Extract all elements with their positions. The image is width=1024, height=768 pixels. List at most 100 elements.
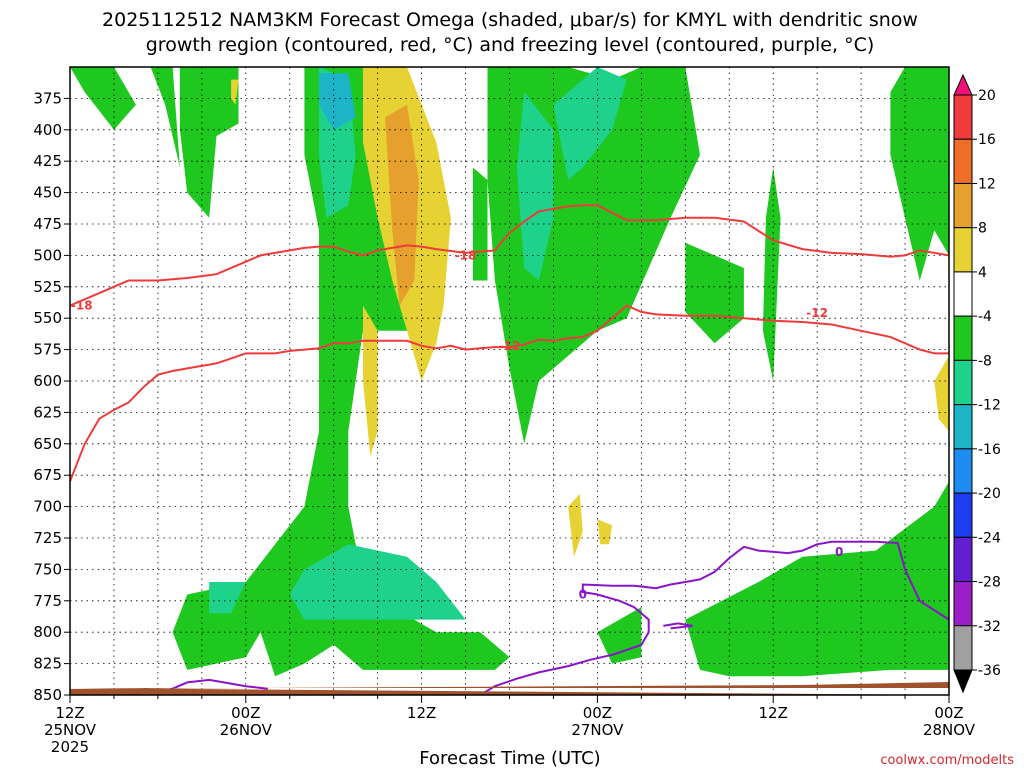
y-tick-label-625: 625 [33, 403, 62, 421]
x-tick-label-12-line-2: 26NOV [220, 721, 273, 739]
x-axis-title: Forecast Time (UTC) [419, 748, 600, 768]
colorbar-label-4: 4 [978, 265, 987, 281]
y-tick-label-475: 475 [33, 215, 62, 233]
y-tick-label-450: 450 [33, 184, 62, 202]
colorbar-label-7: -12 [978, 398, 1001, 414]
chart-title: 2025112512 NAM3KM Forecast Omega (shaded… [102, 9, 918, 56]
ground-fill [70, 682, 949, 695]
contour-0-seg-0 [70, 204, 949, 307]
omega-region-0-8 [890, 67, 949, 281]
omega-region-0-3 [172, 67, 510, 677]
y-tick-label-850: 850 [33, 686, 62, 704]
omega-region-0-1 [150, 67, 180, 168]
colorbar-label-10: -24 [978, 530, 1001, 546]
y-tick-label-375: 375 [33, 89, 62, 107]
colorbar-box-10 [953, 536, 973, 583]
colorbar-label-1: 16 [978, 132, 996, 148]
colorbar-box-6 [953, 359, 973, 406]
omega-region-0-9 [597, 607, 642, 664]
colorbar-box-5 [953, 315, 973, 361]
omega-region-3-4 [597, 519, 613, 545]
contour-label-0-1: -18 [71, 299, 93, 313]
colorbar-box-12 [953, 625, 973, 671]
y-tick-label-600: 600 [33, 372, 62, 390]
colorbar-label-6: -8 [978, 353, 992, 369]
omega-region-1-2 [553, 67, 627, 180]
contour-label-1-1: -12 [806, 306, 828, 320]
contour-2-seg-2 [663, 622, 693, 630]
x-tick-label-36-line-1: 00Z [583, 704, 612, 722]
omega-region-4-0 [385, 104, 419, 306]
colorbar-top-arrow [953, 73, 973, 96]
x-tick-label-24-line-1: 12Z [407, 704, 436, 722]
colorbar-box-4 [953, 271, 973, 317]
omega-region-0-2 [179, 67, 239, 218]
x-tick-label-0-line-3: 2025 [51, 738, 89, 756]
colorbar-label-2: 12 [978, 176, 996, 192]
y-tick-label-675: 675 [33, 466, 62, 484]
omega-region-3-1 [363, 305, 378, 457]
chart-title-line-1: 2025112512 NAM3KM Forecast Omega (shaded… [102, 9, 918, 31]
chart-title-line-2: growth region (contoured, red, °C) and f… [146, 34, 875, 56]
omega-region-0-6 [685, 242, 744, 344]
y-tick-label-650: 650 [33, 435, 62, 453]
contour-1-seg-0 [70, 304, 949, 482]
y-tick-label-500: 500 [33, 246, 62, 264]
colorbar: 20 16 12 8 4 -4 -8 -12 -16 -20 -24 -28 -32 -36 [953, 73, 1001, 694]
colorbar-box-7 [953, 404, 973, 450]
colorbar-label-9: -20 [978, 486, 1001, 502]
omega-region-1-1 [516, 92, 554, 281]
colorbar-box-1 [953, 138, 973, 184]
contour-2-seg-1 [479, 540, 949, 695]
omega-region-3-5 [934, 355, 949, 432]
y-tick-label-725: 725 [33, 529, 62, 547]
y-tick-label-400: 400 [33, 121, 62, 139]
y-tick-label-525: 525 [33, 278, 62, 296]
x-tick-label-60-line-2: 28NOV [923, 721, 976, 739]
ground-terrain [70, 682, 949, 695]
colorbar-label-5: -4 [978, 309, 992, 325]
omega-region-0-0 [70, 67, 136, 130]
colorbar-box-3 [953, 227, 973, 273]
colorbar-box-11 [953, 581, 973, 627]
colorbar-bottom-arrow [953, 669, 973, 694]
colorbar-box-8 [953, 448, 973, 494]
gridlines [70, 67, 949, 696]
omega-region-3-3 [568, 494, 583, 557]
y-tick-label-550: 550 [33, 309, 62, 327]
colorbar-label-11: -28 [978, 575, 1001, 591]
contour-lines: -18 -18 -12 -12 0 0 [70, 204, 949, 695]
contour-label-2-0: 0 [579, 588, 587, 602]
y-tick-label-700: 700 [33, 498, 62, 516]
contour-label-0-0: -18 [455, 248, 477, 262]
colorbar-box-9 [953, 492, 973, 538]
y-axis: 375 400 425 450 475 500 525 550 575 600 625 650 675 7… [33, 89, 70, 704]
x-tick-label-60-line-1: 00Z [934, 704, 963, 722]
omega-region-1-4 [209, 582, 246, 614]
colorbar-label-13: -36 [978, 663, 1001, 679]
x-tick-label-36-line-2: 27NOV [571, 721, 624, 739]
x-tick-label-12-line-1: 00Z [231, 704, 260, 722]
colorbar-box-2 [953, 182, 973, 229]
colorbar-box-0 [953, 94, 973, 140]
x-tick-label-48-line-1: 12Z [759, 704, 788, 722]
omega-region-0-7 [762, 167, 781, 381]
contour-label-1-0: -12 [499, 339, 521, 353]
omega-region-2-0 [319, 73, 356, 130]
omega-region-0-4 [472, 167, 488, 281]
colorbar-label-3: 8 [978, 221, 987, 237]
y-tick-label-750: 750 [33, 560, 62, 578]
y-tick-label-775: 775 [33, 592, 62, 610]
y-tick-label-575: 575 [33, 341, 62, 359]
colorbar-label-0: 20 [978, 88, 996, 104]
y-tick-label-425: 425 [33, 152, 62, 170]
colorbar-label-8: -16 [978, 442, 1001, 458]
credit-text: coolwx.com/modelts [880, 753, 1014, 768]
y-tick-label-800: 800 [33, 623, 62, 641]
y-tick-label-825: 825 [33, 655, 62, 673]
x-tick-label-0-line-2: 25NOV [44, 721, 97, 739]
colorbar-label-12: -32 [978, 619, 1001, 635]
contour-label-2-1: 0 [835, 545, 843, 559]
